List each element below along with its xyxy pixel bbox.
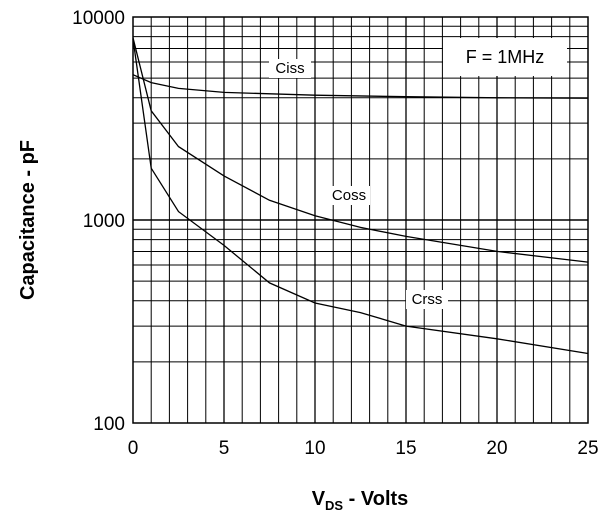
- x-axis-title: VDS - Volts: [312, 488, 409, 513]
- x-axis-title-subscript: DS: [325, 498, 343, 513]
- series-label-crss: Crss: [412, 291, 443, 308]
- series-line-ciss: [132, 74, 589, 99]
- y-tick-label: 10000: [72, 8, 125, 29]
- plot-frame: [132, 16, 589, 424]
- series-line-crss: [132, 38, 589, 355]
- x-axis-title-main: V: [312, 488, 326, 510]
- series-label-ciss: Ciss: [275, 60, 304, 77]
- series-line-coss: [132, 37, 589, 263]
- series-label-coss: Coss: [332, 187, 366, 204]
- series-labels: Ciss Coss Crss: [269, 59, 448, 309]
- x-tick-label: 20: [486, 438, 507, 459]
- series-label-bg-ciss: [269, 59, 311, 78]
- x-tick-label: 25: [577, 438, 598, 459]
- series-label-bg-coss: [328, 186, 370, 205]
- x-tick-label: 0: [128, 438, 139, 459]
- x-tick-label: 15: [395, 438, 416, 459]
- tick-labels: 0 5 10 15 20 25 100 1000 10000: [72, 8, 598, 459]
- x-axis-title-rest: - Volts: [343, 488, 408, 510]
- annotation-box: F = 1MHz: [443, 38, 567, 76]
- y-tick-label: 1000: [83, 211, 125, 232]
- series-label-bg-crss: [406, 290, 448, 309]
- y-axis-title: Capacitance - pF: [17, 140, 39, 300]
- grid: [133, 17, 588, 423]
- y-tick-label: 100: [93, 414, 125, 435]
- frequency-annotation: F = 1MHz: [466, 47, 545, 67]
- x-tick-label: 5: [219, 438, 230, 459]
- series-lines: [132, 37, 589, 355]
- x-tick-label: 10: [304, 438, 325, 459]
